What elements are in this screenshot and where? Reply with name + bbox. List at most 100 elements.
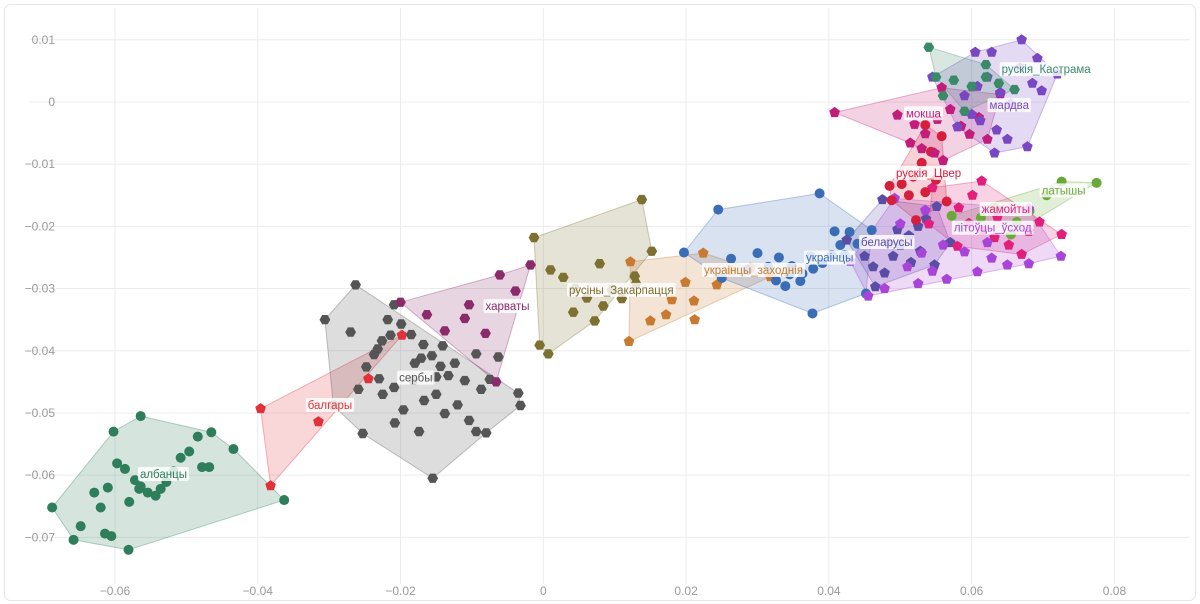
data-point bbox=[952, 240, 963, 251]
cluster-label-group: балгары bbox=[305, 397, 355, 412]
data-point bbox=[319, 315, 331, 325]
data-point bbox=[967, 189, 978, 200]
cluster-label-bg bbox=[137, 467, 189, 482]
data-point bbox=[545, 265, 556, 275]
cluster-labels: албанцы балгары сербы харваты русіны_Закарпа… bbox=[137, 62, 1093, 482]
data-point bbox=[910, 215, 921, 226]
data-point bbox=[418, 395, 430, 406]
data-point bbox=[435, 361, 446, 371]
cluster-label-group: рускія_Кастрама bbox=[999, 62, 1093, 77]
x-tick-label: −0.02 bbox=[385, 584, 416, 598]
y-tick-label: −0.07 bbox=[25, 530, 56, 544]
data-point bbox=[896, 179, 907, 190]
data-point bbox=[923, 218, 935, 229]
data-point bbox=[982, 236, 993, 248]
data-point bbox=[916, 247, 927, 258]
data-point bbox=[980, 72, 992, 82]
data-point bbox=[884, 180, 895, 191]
cluster-label-bg bbox=[987, 98, 1032, 113]
data-point bbox=[443, 371, 454, 381]
y-tick-label: −0.06 bbox=[25, 468, 56, 482]
data-point bbox=[982, 133, 993, 144]
data-point bbox=[844, 226, 855, 237]
x-tick-label: 0 bbox=[540, 584, 547, 598]
data-point bbox=[470, 349, 482, 359]
data-point bbox=[376, 336, 388, 346]
cluster-label: рускія_Кастрама bbox=[1002, 64, 1092, 76]
data-point bbox=[47, 502, 58, 513]
data-point bbox=[645, 315, 656, 326]
data-point bbox=[623, 335, 635, 346]
x-tick-label: 0.08 bbox=[1103, 584, 1127, 598]
data-point bbox=[895, 218, 906, 229]
data-point bbox=[930, 72, 942, 82]
cluster-label-group: албанцы bbox=[137, 467, 189, 482]
data-point bbox=[859, 250, 870, 261]
data-point bbox=[929, 147, 940, 158]
data-point bbox=[313, 416, 324, 427]
cluster-label: жамойты bbox=[982, 204, 1030, 216]
cluster-label-bg bbox=[999, 62, 1093, 77]
data-point bbox=[459, 313, 471, 324]
data-point bbox=[780, 281, 791, 292]
data-point bbox=[405, 329, 417, 340]
data-point bbox=[594, 259, 606, 269]
cluster-label: русіны_Закарпацця bbox=[569, 285, 674, 297]
data-point bbox=[959, 106, 970, 116]
data-point bbox=[902, 261, 913, 272]
data-point bbox=[941, 273, 952, 284]
data-point bbox=[395, 319, 407, 329]
data-point bbox=[385, 330, 396, 340]
data-point bbox=[413, 426, 425, 437]
data-point bbox=[512, 388, 524, 398]
data-point bbox=[795, 276, 806, 287]
data-point bbox=[255, 403, 266, 414]
data-point bbox=[396, 329, 408, 340]
cluster-label-group: украінцы_заходнія bbox=[701, 263, 805, 278]
data-point bbox=[680, 276, 691, 287]
data-point bbox=[373, 374, 385, 384]
data-point bbox=[418, 339, 429, 350]
data-point bbox=[363, 373, 374, 384]
axis-ticks: −0.06 −0.04 −0.02 0 0.02 0.04 0.06 0.08 0.01 0 −0.… bbox=[25, 33, 1127, 598]
data-point bbox=[972, 266, 983, 277]
data-point bbox=[989, 147, 1000, 158]
data-point bbox=[646, 246, 658, 256]
data-point bbox=[991, 124, 1002, 135]
data-point bbox=[228, 444, 239, 455]
data-point bbox=[124, 496, 135, 507]
data-point bbox=[636, 194, 648, 205]
cluster-label-bg bbox=[701, 263, 805, 278]
data-point bbox=[887, 250, 899, 261]
data-point bbox=[1016, 248, 1027, 259]
data-point bbox=[1023, 258, 1035, 269]
data-point bbox=[877, 194, 888, 205]
cluster-label-group: русіны_Закарпацця bbox=[567, 282, 676, 297]
data-point bbox=[1009, 84, 1020, 95]
cluster-label: украінцы_заходнія bbox=[704, 265, 803, 277]
data-point bbox=[395, 297, 406, 307]
data-point bbox=[923, 42, 935, 52]
data-point bbox=[1034, 216, 1045, 227]
data-point bbox=[629, 271, 641, 281]
y-tick-label: −0.03 bbox=[25, 282, 56, 296]
data-point bbox=[357, 428, 369, 439]
data-point bbox=[150, 490, 161, 501]
data-point bbox=[437, 341, 449, 351]
data-point bbox=[1002, 133, 1013, 144]
data-point bbox=[409, 358, 421, 368]
cluster-label-group: рускія_Цвер bbox=[893, 165, 964, 180]
cluster-label: харваты bbox=[485, 301, 529, 313]
y-tick-label: −0.02 bbox=[25, 219, 56, 233]
data-point bbox=[388, 382, 400, 393]
data-point bbox=[697, 247, 709, 258]
data-point bbox=[480, 428, 492, 438]
data-point bbox=[980, 60, 992, 70]
data-point bbox=[625, 256, 636, 267]
data-point bbox=[916, 143, 927, 154]
data-point bbox=[678, 247, 689, 258]
data-point bbox=[919, 204, 931, 215]
data-point bbox=[1002, 259, 1013, 270]
data-point bbox=[986, 252, 997, 263]
